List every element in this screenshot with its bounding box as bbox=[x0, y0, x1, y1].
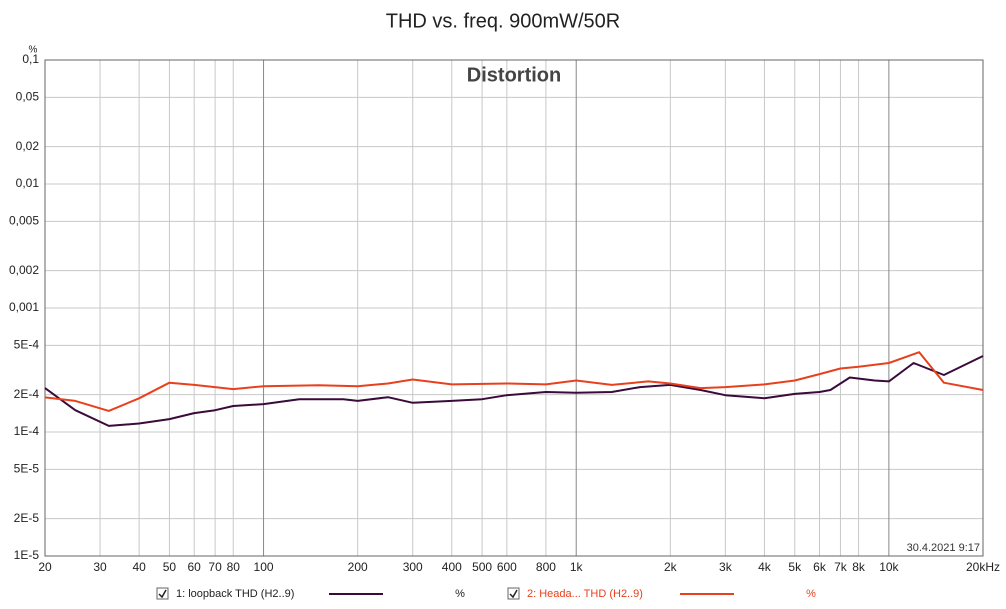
series-line bbox=[44, 355, 984, 427]
legend: 1: loopback THD (H2..9)% 2: Heada... THD … bbox=[156, 587, 816, 600]
x-tick-label: 7k bbox=[834, 560, 848, 574]
x-tick-label: 60 bbox=[188, 560, 202, 574]
checkmark bbox=[509, 589, 518, 599]
x-tick-label: 40 bbox=[132, 560, 146, 574]
x-tick-label: 8k bbox=[852, 560, 866, 574]
plot-frame bbox=[44, 59, 984, 557]
y-tick-label: 5E-5 bbox=[14, 461, 40, 475]
y-tick-label: 0,05 bbox=[16, 89, 40, 103]
y-tick-label: 2E-4 bbox=[14, 387, 40, 401]
subtitle: Distortion bbox=[467, 64, 561, 86]
x-tick-label: 200 bbox=[348, 560, 368, 574]
y-tick-label: 0,01 bbox=[16, 176, 40, 190]
y-tick-label: 5E-4 bbox=[14, 337, 40, 351]
x-tick-label: 600 bbox=[497, 560, 517, 574]
series-line bbox=[44, 351, 984, 412]
x-tick-label: 10k bbox=[879, 560, 899, 574]
x-tick-label: 500 bbox=[472, 560, 492, 574]
legend-checkbox[interactable] bbox=[156, 587, 169, 600]
x-tick-label: 6k bbox=[813, 560, 827, 574]
y-unit: % bbox=[29, 45, 38, 56]
x-tick-label: 80 bbox=[227, 560, 241, 574]
legend-label: 2: Heada... THD (H2..9) bbox=[527, 588, 643, 600]
legend-label: 1: loopback THD (H2..9) bbox=[176, 588, 294, 600]
x-tick-label: 3k bbox=[719, 560, 733, 574]
y-tick-label: 1E-4 bbox=[14, 424, 40, 438]
y-tick-label: 2E-5 bbox=[14, 511, 40, 525]
x-tick-label: 20 bbox=[38, 560, 52, 574]
timestamp: 30.4.2021 9:17 bbox=[907, 542, 980, 554]
y-tick-label: 0,1 bbox=[22, 52, 39, 66]
y-tick-label: 0,005 bbox=[9, 213, 39, 227]
x-tick-label: 100 bbox=[254, 560, 274, 574]
x-tick-label: 400 bbox=[442, 560, 462, 574]
y-tick-label: 0,001 bbox=[9, 300, 39, 314]
y-tick-label: 0,02 bbox=[16, 139, 40, 153]
chart-title: THD vs. freq. 900mW/50R bbox=[386, 10, 621, 32]
legend-unit: % bbox=[806, 588, 816, 600]
x-tick-label: 5k bbox=[788, 560, 802, 574]
x-tick-label: 300 bbox=[403, 560, 423, 574]
x-tick-label: 2k bbox=[664, 560, 678, 574]
y-tick-label: 1E-5 bbox=[14, 548, 40, 562]
legend-checkbox[interactable] bbox=[507, 587, 520, 600]
x-tick-label: 4k bbox=[758, 560, 772, 574]
x-tick-label: 70 bbox=[208, 560, 222, 574]
checkmark bbox=[158, 589, 167, 599]
x-tick-label: 50 bbox=[163, 560, 177, 574]
legend-unit: % bbox=[455, 588, 465, 600]
x-tick-label: 20kHz bbox=[966, 560, 1000, 574]
x-tick-label: 800 bbox=[536, 560, 556, 574]
x-tick-label: 1k bbox=[570, 560, 584, 574]
x-tick-label: 30 bbox=[93, 560, 107, 574]
y-tick-label: 0,002 bbox=[9, 263, 39, 277]
